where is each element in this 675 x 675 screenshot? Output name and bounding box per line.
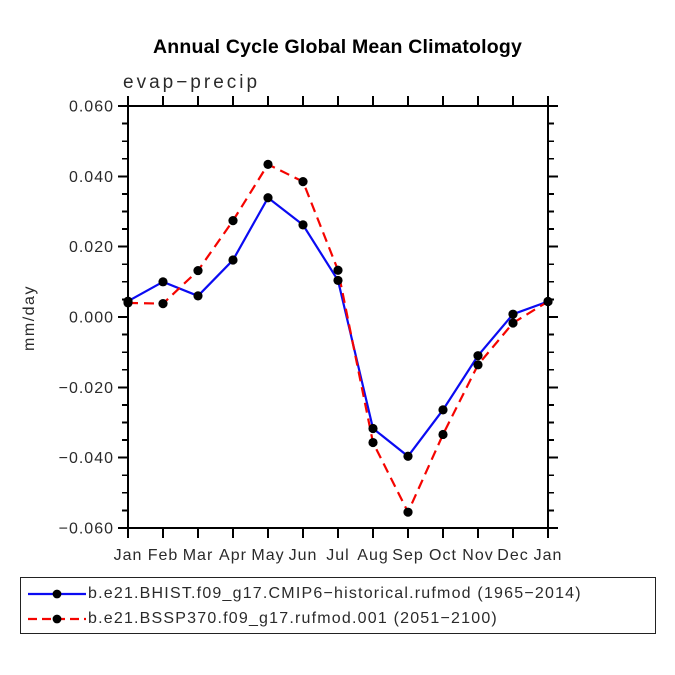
data-point-s0 [403,451,413,461]
y-tick-label: 0.060 [69,99,114,116]
data-point-s0 [193,291,203,301]
y-tick-label: 0.020 [69,239,114,256]
x-tick-label: Oct [429,547,457,564]
data-point-s1 [508,318,518,328]
x-tick-label: Feb [148,547,179,564]
y-tick-label: 0.000 [69,310,114,327]
y-tick-label: −0.020 [59,380,114,397]
x-tick-label: Mar [183,547,214,564]
data-point-s0 [228,255,238,265]
data-point-s1 [193,265,203,276]
data-point-s0 [473,351,483,361]
data-point-s1 [158,299,168,309]
y-tick-label: 0.040 [69,169,114,186]
x-tick-label: Jan [114,547,143,564]
data-point-s0 [333,275,343,286]
data-point-s1 [123,298,133,308]
y-tick-label: −0.040 [59,450,114,467]
series-line-1 [127,162,549,515]
data-point-s1 [438,429,448,440]
chart-subtitle: evap−precip [123,72,261,93]
data-point-s0 [158,277,168,287]
data-point-s1 [298,177,308,187]
x-tick-label: May [251,547,284,564]
data-point-s1 [543,296,553,307]
data-point-s1 [333,265,343,275]
legend-swatch-icon [28,614,86,623]
data-point-s0 [508,309,518,319]
data-point-s0 [368,423,378,434]
x-tick-label: Nov [462,547,493,564]
series-line-0 [127,196,549,458]
data-point-s1 [263,159,273,169]
data-point-s1 [368,437,378,448]
y-axis-label: mm/day [21,285,38,351]
x-tick-label: Jan [534,547,563,564]
chart-title: Annual Cycle Global Mean Climatology [152,36,523,58]
legend-label: b.e21.BSSP370.f09_g17.rufmod.001 (2051−2… [88,609,498,627]
data-point-s0 [298,220,308,230]
legend-swatch-icon [28,589,86,598]
x-tick-label: Aug [357,547,388,564]
x-tick-label: Dec [497,547,528,564]
data-point-s1 [473,360,483,370]
legend-box: b.e21.BHIST.f09_g17.CMIP6−historical.ruf… [20,577,656,634]
x-tick-label: Sep [392,547,423,564]
legend-item-1: b.e21.BSSP370.f09_g17.rufmod.001 (2051−2… [21,606,655,631]
data-point-s1 [403,507,413,517]
legend-label: b.e21.BHIST.f09_g17.CMIP6−historical.ruf… [88,584,582,602]
x-tick-label: Apr [219,547,247,564]
y-tick-label: −0.060 [59,521,114,538]
plot-frame [127,105,549,529]
legend-item-0: b.e21.BHIST.f09_g17.CMIP6−historical.ruf… [21,581,655,606]
x-tick-label: Jun [289,547,318,564]
data-point-s0 [263,193,273,203]
data-point-s1 [228,216,238,226]
data-point-s0 [438,405,448,415]
x-tick-label: Jul [326,547,349,564]
